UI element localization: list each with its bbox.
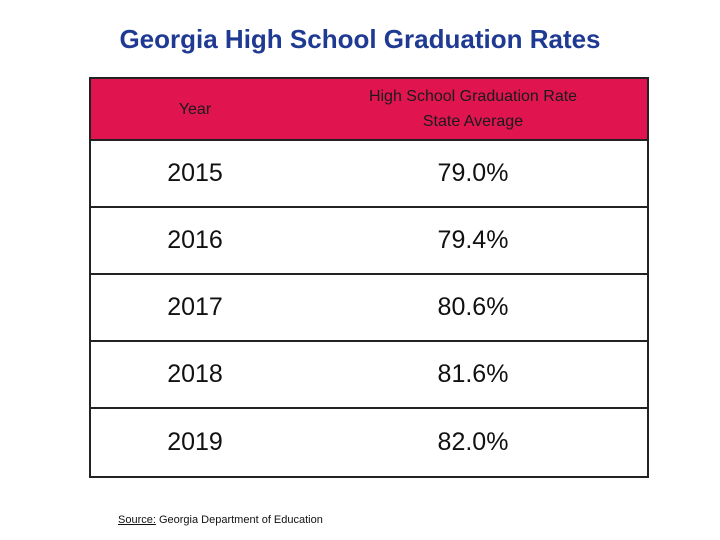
rate-cell: 79.0% [437, 159, 509, 187]
source-text: Georgia Department of Education [155, 514, 323, 526]
graduation-rates-table: Year High School Graduation Rate State A… [89, 77, 649, 478]
table-header-row: Year High School Graduation Rate State A… [91, 79, 647, 141]
rate-cell: 82.0% [437, 428, 509, 456]
rate-cell: 79.4% [437, 226, 509, 254]
year-cell: 2017 [167, 293, 223, 321]
rate-cell: 81.6% [437, 360, 509, 388]
table-row: 2019 82.0% [91, 409, 647, 476]
table-row: 2017 80.6% [91, 275, 647, 342]
rate-cell: 80.6% [437, 293, 509, 321]
source-note: Source: Georgia Department of Education [118, 514, 323, 526]
page-title: Georgia High School Graduation Rates [119, 24, 601, 54]
year-cell: 2018 [167, 360, 223, 388]
header-rate-line2: State Average [422, 113, 524, 130]
source-label: Source: [118, 514, 156, 526]
header-rate-line1: High School Graduation Rate [368, 88, 578, 105]
year-cell: 2016 [167, 226, 223, 254]
table-row: 2016 79.4% [91, 208, 647, 275]
year-cell: 2015 [167, 159, 223, 187]
table-row: 2018 81.6% [91, 342, 647, 409]
header-year: Year [178, 100, 212, 118]
table-row: 2015 79.0% [91, 141, 647, 208]
year-cell: 2019 [167, 428, 223, 456]
header-rate: High School Graduation Rate State Averag… [299, 79, 647, 139]
